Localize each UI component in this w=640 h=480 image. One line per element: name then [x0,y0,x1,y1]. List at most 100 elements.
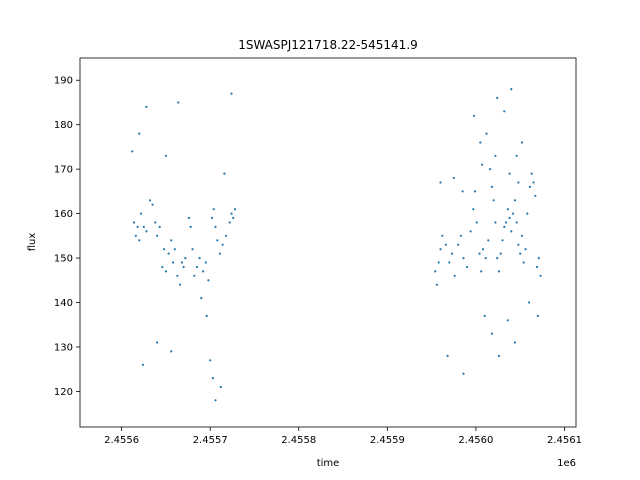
data-point [462,257,465,260]
data-point [479,141,482,144]
data-point [439,181,442,184]
data-point [214,399,217,402]
data-point [504,221,508,224]
data-point [532,181,535,184]
data-point [141,363,144,366]
data-point [176,274,179,277]
data-point [207,279,210,282]
data-point [134,234,137,237]
data-point [510,88,513,91]
data-point [435,283,438,286]
x-tick-label: 2.4560 [458,435,493,446]
data-point [441,234,444,237]
data-point [193,274,196,277]
data-point [145,105,148,108]
data-point [528,185,532,188]
data-point [156,234,159,237]
data-point [508,172,511,175]
data-point [522,261,525,264]
data-point [520,234,524,237]
data-point [195,265,198,269]
data-points [131,88,542,402]
data-point [510,230,513,233]
data-point [212,208,215,211]
data-point [189,225,192,228]
data-point [497,270,500,273]
data-point [202,270,205,273]
data-point [170,350,173,353]
data-point [475,221,478,224]
data-point [503,225,506,228]
data-point [517,181,520,184]
x-tick-label: 2.4557 [193,435,228,446]
y-tick-label: 190 [54,76,73,87]
data-point [515,221,518,224]
data-point [513,199,517,202]
data-point [171,261,175,264]
y-tick-label: 150 [54,254,73,265]
data-point [494,154,497,157]
data-point [496,257,499,260]
data-point [140,212,143,215]
data-point [228,221,231,224]
data-point [145,230,148,233]
y-tick-label: 160 [54,209,73,220]
data-point [539,274,542,277]
data-point [506,319,509,322]
data-point [173,248,176,251]
data-point [530,172,533,175]
data-point [452,176,455,180]
x-axis-offset-label: 1e6 [557,458,576,469]
data-point [177,101,180,104]
data-point [437,261,440,264]
data-point [191,248,194,251]
data-point [536,314,540,317]
data-point [218,252,221,255]
data-point [497,354,500,357]
data-point [483,314,486,317]
data-point [511,212,515,215]
data-point [230,212,233,215]
data-point [444,243,447,246]
data-point [480,270,483,273]
data-point [448,261,451,264]
x-tick-label: 2.4556 [104,435,139,446]
data-point [151,203,154,206]
data-point [466,265,469,269]
data-point [156,341,159,344]
data-point [170,239,173,242]
x-tick-label: 2.4561 [547,435,582,446]
data-point [232,216,235,220]
y-axis-label: flux [27,233,38,252]
data-point [205,314,208,317]
data-point [182,265,185,269]
data-point [481,163,484,166]
data-point [216,239,219,242]
data-point [489,168,492,171]
data-point [163,248,166,251]
data-point [219,385,222,389]
data-point [472,208,475,211]
data-point [508,216,511,220]
data-point [457,243,460,246]
data-point [446,354,449,357]
x-tick-label: 2.4559 [370,435,405,446]
data-point [490,185,493,188]
x-axis-label: time [317,458,340,469]
data-point [535,265,539,269]
data-point [499,252,502,255]
x-tick-label: 2.4558 [281,435,316,446]
data-point [221,243,224,246]
y-tick-label: 170 [54,165,73,176]
data-point [459,234,462,237]
data-point [494,221,497,224]
data-point [210,216,214,220]
data-point [503,110,506,113]
data-point [131,150,134,153]
data-point [462,372,465,375]
data-point [515,154,518,157]
data-point [198,257,201,260]
data-point [526,212,529,215]
